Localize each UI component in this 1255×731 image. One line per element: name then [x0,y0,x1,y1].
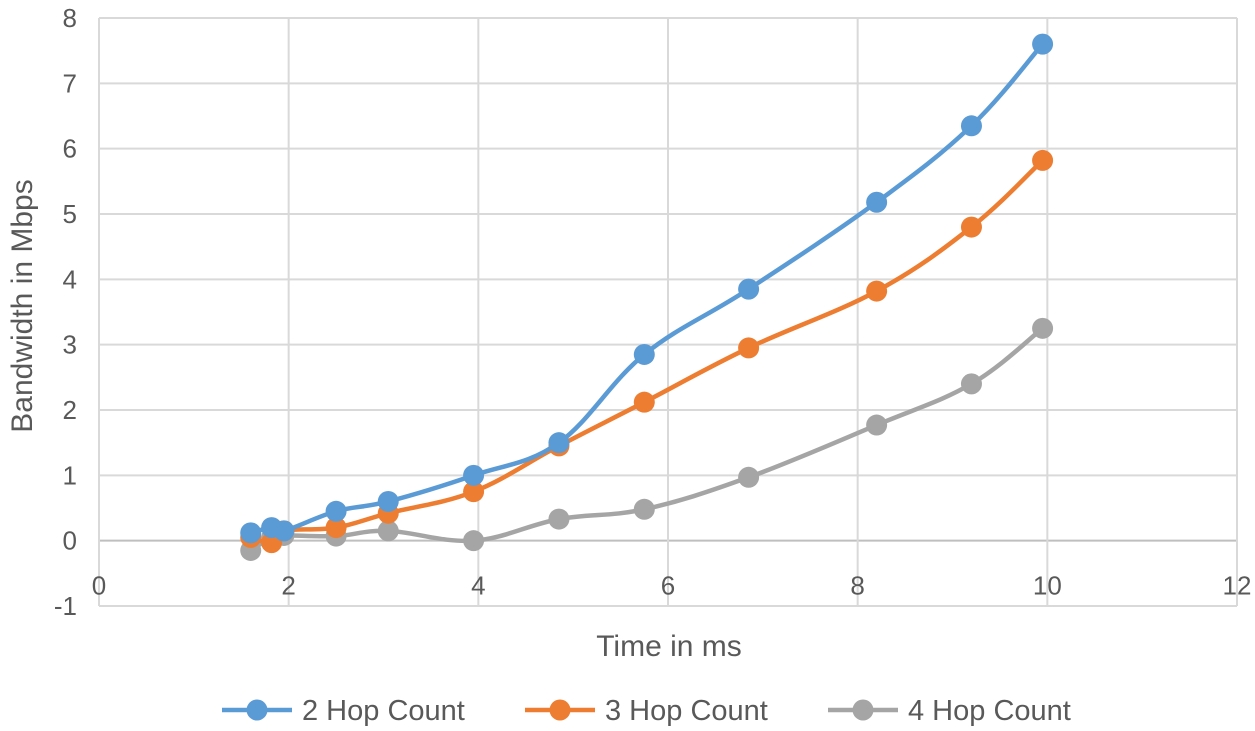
x-tick-label: 12 [1223,571,1252,601]
series-layer [240,33,1054,561]
y-tick-label: 2 [63,395,77,425]
data-point [463,530,485,552]
legend-marker [549,699,571,721]
legend-item: 3 Hop Count [525,695,768,727]
x-tick-label: 10 [1033,571,1062,601]
data-point [273,520,295,542]
y-axis-title: Bandwidth in Mbps [6,179,39,432]
data-point [738,337,760,359]
data-point [866,414,888,436]
x-axis-title: Time in ms [596,630,742,663]
data-point [960,373,982,395]
y-tick-label: 1 [63,460,77,490]
data-point [1032,149,1054,171]
data-point [240,522,262,544]
data-point [738,278,760,300]
legend: 2 Hop Count 3 Hop Count 4 Hop Count [222,695,1071,727]
legend-label: 3 Hop Count [605,695,768,727]
legend-marker [852,699,874,721]
data-point [633,498,655,520]
data-point [325,500,347,522]
x-tick-label: 4 [471,571,485,601]
data-point [377,490,399,512]
data-point [463,464,485,486]
data-point [738,466,760,488]
y-tick-label: 6 [63,134,77,164]
data-point [548,508,570,530]
legend-label: 4 Hop Count [908,695,1071,727]
y-tick-label: 0 [63,526,77,556]
legend-marker [246,699,268,721]
legend-label: 2 Hop Count [302,695,465,727]
data-point [463,481,485,503]
legend-item: 2 Hop Count [222,695,465,727]
y-tick-label: 5 [63,199,77,229]
legend-item: 4 Hop Count [828,695,1071,727]
data-point [960,216,982,238]
x-tick-label: 6 [661,571,675,601]
y-tick-label: 8 [63,3,77,33]
data-point [866,191,888,213]
data-point [377,520,399,542]
x-tick-label: 2 [281,571,295,601]
y-tick-label: 3 [63,330,77,360]
data-point [633,343,655,365]
data-point [960,115,982,137]
data-point [325,517,347,539]
data-point [633,391,655,413]
data-point [1032,317,1054,339]
y-tick-label: 4 [63,264,77,294]
data-point [1032,33,1054,55]
x-tick-label: 8 [850,571,864,601]
series-line [248,41,1045,536]
x-tick-label: 0 [92,571,106,601]
data-point [548,432,570,454]
grid-layer [98,17,1238,607]
series-2-hop-count [240,33,1054,544]
y-tick-label: 7 [63,68,77,98]
data-point [866,280,888,302]
y-tick-label: -1 [54,591,77,621]
